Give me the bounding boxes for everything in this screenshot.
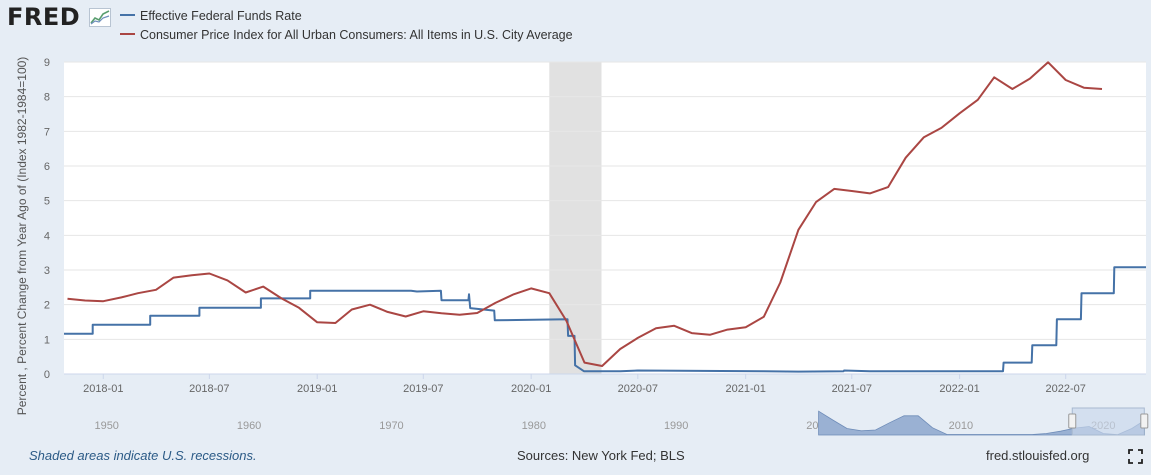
- navigator-background: [64, 408, 1146, 435]
- x-tick-label: 2019-01: [297, 383, 337, 395]
- y-tick-label: 7: [44, 126, 50, 138]
- plot-background: [64, 62, 1146, 374]
- y-tick-label: 3: [44, 265, 50, 277]
- y-tick-label: 0: [44, 369, 50, 381]
- x-tick-label: 2018-07: [189, 383, 229, 395]
- y-tick-label: 2: [44, 300, 50, 312]
- y-gridlines: [64, 61, 1146, 340]
- trend-chart-icon: [89, 8, 111, 27]
- navigator-tick-label: 2010: [949, 420, 973, 432]
- legend-swatch-cpi: [120, 32, 135, 35]
- fred-logo[interactable]: FRED: [7, 3, 81, 31]
- x-tick-label: 2021-01: [725, 383, 765, 395]
- navigator-tick-label: 1970: [379, 420, 403, 432]
- navigator-tick-label: 1960: [237, 420, 261, 432]
- range-navigator[interactable]: 19501960197019801990200020102020: [64, 407, 1149, 436]
- recession-note: Shaded areas indicate U.S. recessions.: [29, 448, 257, 463]
- y-tick-label: 1: [44, 334, 50, 346]
- legend-item-cpi[interactable]: Consumer Price Index for All Urban Consu…: [120, 28, 573, 42]
- site-link[interactable]: fred.stlouisfed.org: [986, 448, 1090, 463]
- legend-swatch-fed-funds: [120, 13, 135, 16]
- y-axis-title: Percent , Percent Change from Year Ago o…: [15, 57, 29, 416]
- navigator-tick-label: 1980: [522, 420, 546, 432]
- y-tick-label: 8: [44, 92, 50, 104]
- y-tick-label: 6: [44, 161, 50, 173]
- x-tick-label: 2019-07: [403, 383, 443, 395]
- series-line-fed-funds: [64, 266, 1146, 373]
- x-tick-label: 2020-07: [618, 383, 658, 395]
- recession-band: [549, 62, 602, 374]
- navigator-tick-label: 1990: [664, 420, 688, 432]
- navigator-left-handle[interactable]: [1068, 413, 1077, 429]
- x-tick-label: 2020-01: [511, 383, 551, 395]
- y-tick-label: 9: [44, 57, 50, 69]
- recession-shading: [549, 62, 602, 374]
- series-lines: [64, 61, 1146, 373]
- navigator-right-handle[interactable]: [1140, 413, 1149, 429]
- y-tick-label: 5: [44, 196, 50, 208]
- y-tick-labels: 0 1 2 3 4 5 6 7 8 9: [44, 57, 50, 381]
- y-tick-label: 4: [44, 230, 50, 242]
- legend-label: Effective Federal Funds Rate: [140, 9, 302, 23]
- x-tick-label: 2022-07: [1046, 383, 1086, 395]
- x-tick-label: 2018-01: [83, 383, 123, 395]
- header: FRED Effective Federal Funds Rate Consum…: [0, 0, 1151, 50]
- x-tick-label: 2021-07: [832, 383, 872, 395]
- navigator-tick-label: 1950: [94, 420, 118, 432]
- x-tick-labels: 2018-01 2018-07 2019-01 2019-07 2020-01 2020-…: [83, 374, 1086, 395]
- navigator-selected-window[interactable]: [1071, 407, 1145, 436]
- series-line-cpi: [67, 61, 1103, 367]
- sources-text: Sources: New York Fed; BLS: [517, 448, 685, 463]
- x-tick-label: 2022-01: [939, 383, 979, 395]
- legend-item-fed-funds[interactable]: Effective Federal Funds Rate: [120, 9, 302, 23]
- legend-label: Consumer Price Index for All Urban Consu…: [140, 28, 573, 42]
- fullscreen-icon[interactable]: [1128, 449, 1143, 464]
